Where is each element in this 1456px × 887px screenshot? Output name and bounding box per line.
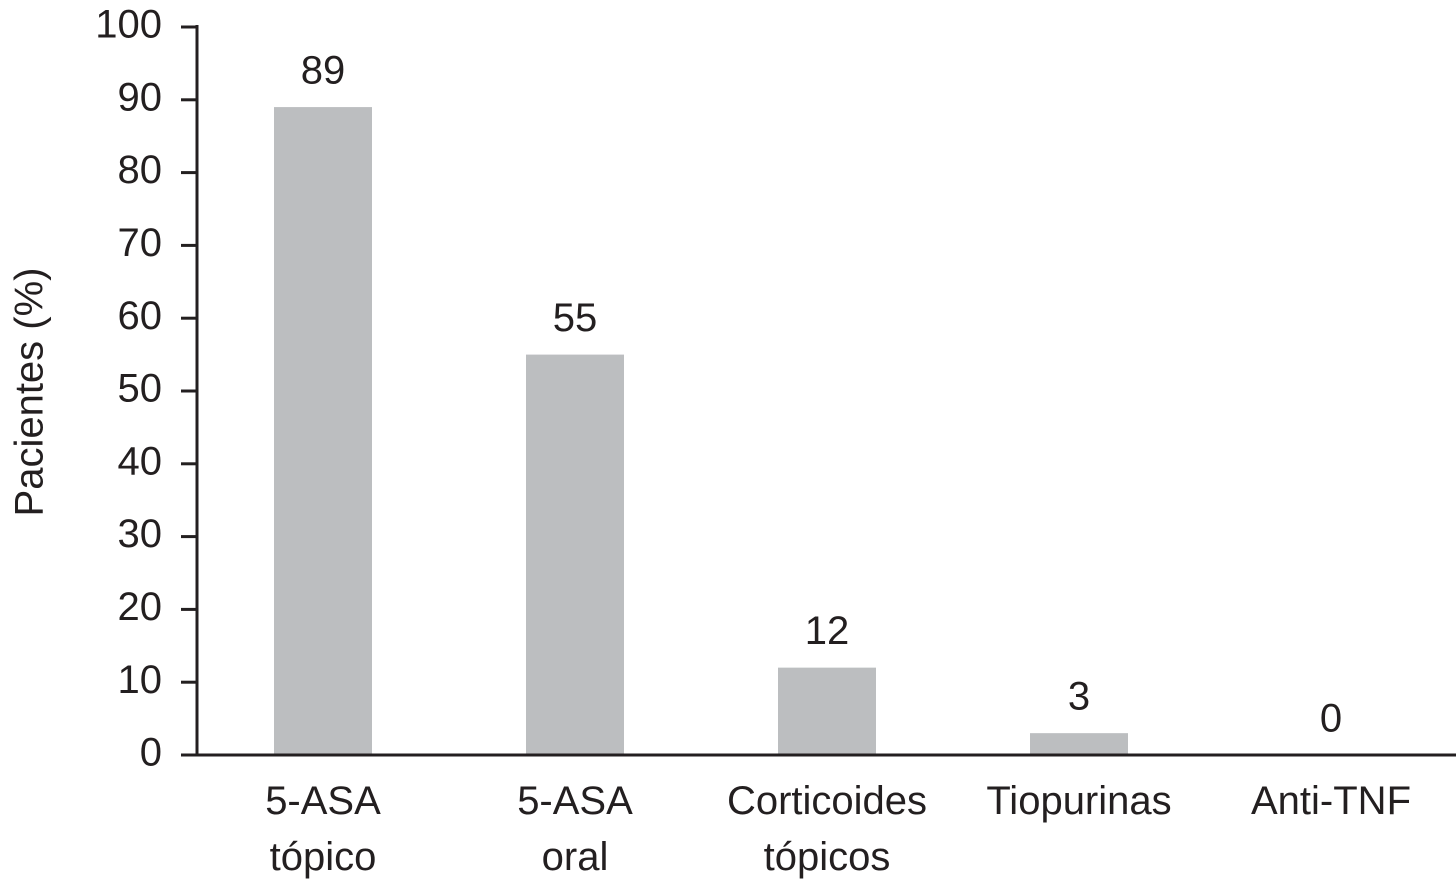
x-tick-label: Anti-TNF xyxy=(1251,779,1411,823)
bar xyxy=(274,107,372,755)
bar xyxy=(526,354,624,755)
data-label: 3 xyxy=(1068,675,1090,719)
y-tick-label: 30 xyxy=(118,512,163,556)
y-tick-label: 100 xyxy=(95,3,162,47)
y-tick-label: 0 xyxy=(140,731,162,775)
x-tick-label: Tiopurinas xyxy=(986,779,1171,823)
y-tick-label: 70 xyxy=(118,221,163,265)
y-tick-label: 40 xyxy=(118,439,163,483)
y-tick-label: 10 xyxy=(118,658,163,702)
y-axis-label: Pacientes (%) xyxy=(8,268,52,517)
y-tick-label: 90 xyxy=(118,75,163,119)
y-tick-label: 50 xyxy=(118,367,163,411)
y-tick-label: 80 xyxy=(118,148,163,192)
x-tick-label: Corticoides tópicos xyxy=(727,779,927,879)
data-label: 89 xyxy=(301,49,346,93)
data-label: 12 xyxy=(805,609,850,653)
data-label: 0 xyxy=(1320,697,1342,741)
bar xyxy=(1030,733,1128,755)
y-tick-label: 60 xyxy=(118,294,163,338)
bar xyxy=(778,667,876,755)
x-tick-label: 5-ASA tópico xyxy=(265,779,381,879)
y-tick-label: 20 xyxy=(118,585,163,629)
x-tick-label: 5-ASA oral xyxy=(517,779,633,879)
data-label: 55 xyxy=(553,296,598,340)
